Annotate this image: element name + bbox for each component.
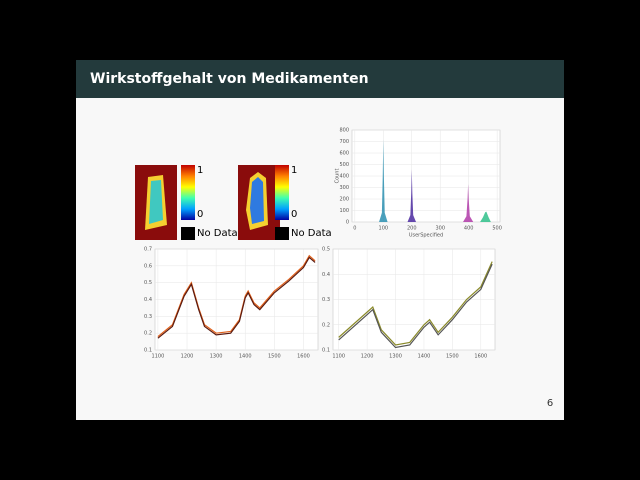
x-tick-label: 1600: [474, 354, 487, 360]
area: [379, 139, 388, 222]
x-tick-label: 200: [407, 226, 417, 232]
slide-title: Wirkstoffgehalt von Medikamenten: [90, 71, 369, 87]
x-tick-label: 1200: [181, 354, 194, 360]
x-tick-label: 1100: [332, 354, 345, 360]
nodata-label: No Data: [291, 228, 332, 239]
nodata-swatch: [275, 227, 289, 240]
area: [407, 169, 417, 222]
area: [463, 184, 474, 222]
x-tick-label: 1400: [239, 354, 252, 360]
line: [338, 263, 493, 349]
y-tick-label: 100: [339, 208, 349, 214]
x-axis-label: UserSpecified: [409, 233, 443, 239]
y-tick-label: 0.7: [144, 247, 152, 253]
x-tick-label: 1500: [446, 354, 459, 360]
x-tick-label: 1500: [268, 354, 281, 360]
y-tick-label: 0: [346, 220, 349, 226]
map-1: 1 0 No Data: [135, 165, 238, 240]
y-tick-label: 700: [339, 139, 349, 145]
x-tick-label: 1300: [210, 354, 223, 360]
y-tick-label: 0.6: [144, 263, 152, 269]
y-tick-label: 300: [339, 185, 349, 191]
x-tick-label: 1600: [297, 354, 310, 360]
colorbar-min: 0: [291, 209, 297, 220]
x-tick-label: 100: [379, 226, 389, 232]
y-axis-label: Count: [335, 169, 341, 184]
y-tick-label: 600: [339, 151, 349, 157]
x-tick-label: 1200: [361, 354, 374, 360]
x-tick-label: 300: [435, 226, 445, 232]
area: [480, 211, 491, 222]
map-core: [250, 177, 264, 224]
x-tick-label: 500: [492, 226, 502, 232]
y-tick-label: 0.5: [322, 247, 330, 253]
line: [338, 261, 493, 346]
x-tick-label: 0: [353, 226, 356, 232]
y-tick-label: 0.2: [144, 331, 152, 337]
line: [157, 256, 316, 339]
y-tick-label: 800: [339, 128, 349, 134]
x-tick-label: 1300: [389, 354, 402, 360]
y-tick-label: 0.3: [322, 297, 330, 303]
nodata-swatch: [181, 227, 195, 240]
y-tick-label: 200: [339, 197, 349, 203]
y-tick-label: 500: [339, 162, 349, 168]
y-tick-label: 0.3: [144, 314, 152, 320]
y-tick-label: 0.2: [322, 322, 330, 328]
colorbar: [275, 165, 289, 220]
page-number: 6: [547, 398, 553, 409]
colorbar-min: 0: [197, 209, 203, 220]
x-tick-label: 1100: [152, 354, 165, 360]
map-2: 1 0 No Data: [238, 165, 332, 240]
y-tick-label: 0.4: [322, 272, 330, 278]
colorbar-max: 1: [197, 165, 203, 176]
y-tick-label: 400: [339, 174, 349, 180]
map-core: [149, 180, 163, 224]
y-tick-label: 0.4: [144, 297, 152, 303]
y-tick-label: 0.5: [144, 280, 152, 286]
y-tick-label: 0.1: [322, 348, 330, 354]
colorbar: [181, 165, 195, 220]
x-tick-label: 400: [464, 226, 474, 232]
x-tick-label: 1400: [418, 354, 431, 360]
nodata-label: No Data: [197, 228, 238, 239]
header-bar: [76, 60, 564, 98]
colorbar-max: 1: [291, 165, 297, 176]
y-tick-label: 0.1: [144, 348, 152, 354]
